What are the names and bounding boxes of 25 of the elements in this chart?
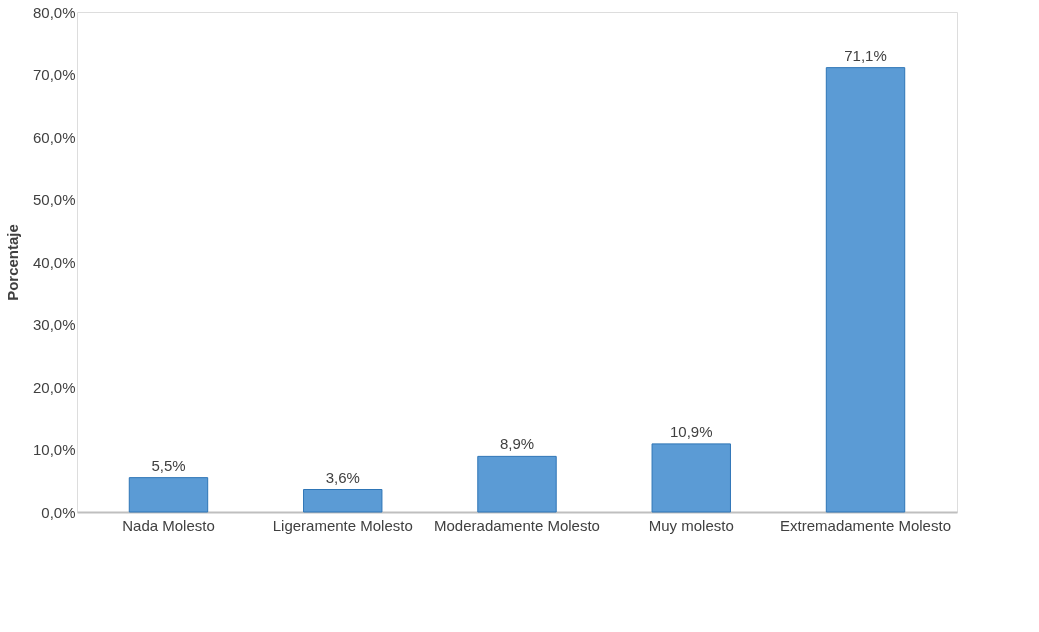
bar (825, 67, 906, 513)
x-tick-label: Muy molesto (648, 516, 734, 534)
y-tick-label: 20,0% (32, 378, 76, 396)
x-tick-label: Nada Molesto (122, 516, 215, 534)
y-tick-label: 40,0% (32, 253, 76, 271)
y-tick-label: 80,0% (32, 3, 76, 21)
bar (651, 443, 731, 513)
bar (477, 455, 557, 513)
y-tick-label: 30,0% (32, 316, 76, 333)
y-tick-label: 50,0% (32, 191, 76, 208)
bar (303, 489, 383, 513)
y-tick-label: 60,0% (32, 128, 76, 146)
x-tick-label: Extremadamente Molesto (780, 516, 951, 534)
x-tick-label: Ligeramente Molesto (272, 516, 413, 534)
y-tick-label: 10,0% (32, 441, 76, 458)
data-label: 8,9% (499, 435, 535, 453)
y-tick-label: 70,0% (32, 66, 76, 83)
data-label: 5,5% (151, 456, 186, 474)
y-tick-label: 0,0% (41, 503, 76, 521)
x-tick-label: Moderadamente Molesto (434, 516, 600, 534)
data-label: 10,9% (669, 422, 713, 440)
data-label: 71,1% (844, 46, 887, 64)
bar (128, 477, 209, 513)
data-label: 3,6% (325, 468, 360, 486)
y-axis-title: Porcentaje (3, 224, 21, 301)
